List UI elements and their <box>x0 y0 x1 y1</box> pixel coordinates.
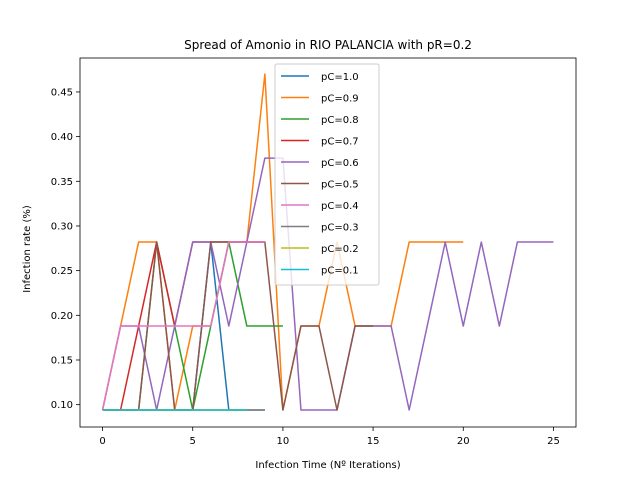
legend-label: pC=0.4 <box>321 201 359 212</box>
plot-area: 0 5 10 15 20 25 0.10 0.15 0.20 0.25 0.30 0.35 0.40 0.… <box>51 57 577 447</box>
y-tick-label: 0.35 <box>51 177 73 188</box>
y-tick-label: 0.15 <box>51 355 73 366</box>
legend: pC=1.0 pC=0.9 pC=0.8 pC=0.7 pC=0.6 pC=0.5 pC=0… <box>274 63 380 286</box>
legend-label: pC=0.2 <box>321 244 359 255</box>
y-tick-label: 0.40 <box>51 132 73 143</box>
y-tick-label: 0.20 <box>51 311 73 322</box>
y-tick-label: 0.45 <box>51 87 73 98</box>
y-tick-label: 0.25 <box>51 266 73 277</box>
y-tick-label: 0.10 <box>51 400 73 411</box>
axes-frame <box>79 57 577 428</box>
legend-label: pC=0.6 <box>321 158 359 169</box>
x-axis-title: Infection Time (Nº Iterations) <box>255 460 400 471</box>
legend-label: pC=0.5 <box>321 180 359 191</box>
legend-label: pC=0.3 <box>321 223 359 234</box>
y-tick-label: 0.30 <box>51 221 73 232</box>
x-tick-label: 10 <box>277 436 290 447</box>
x-tick-label: 20 <box>457 436 470 447</box>
series-line-pc-0-6 <box>101 157 554 411</box>
legend-label: pC=0.1 <box>321 266 359 277</box>
x-tick-label: 25 <box>547 436 560 447</box>
x-tick-label: 0 <box>99 436 105 447</box>
legend-label: pC=0.9 <box>321 94 359 105</box>
legend-label: pC=0.7 <box>321 137 359 148</box>
x-tick-label: 5 <box>190 436 196 447</box>
chart-title: Spread of Amonio in RIO PALANCIA with pR… <box>184 38 472 52</box>
series-line-pc-0-4 <box>101 241 265 411</box>
x-tick-label: 15 <box>367 436 380 447</box>
legend-label: pC=1.0 <box>321 72 359 83</box>
legend-label: pC=0.8 <box>321 115 359 126</box>
y-axis-title: Infection rate (%) <box>22 205 33 293</box>
